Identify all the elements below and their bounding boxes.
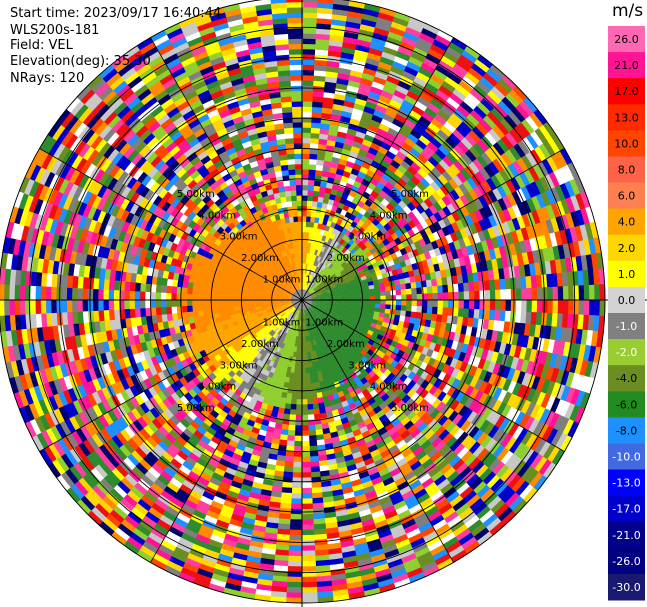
colorbar-swatch	[608, 78, 645, 105]
range-ring-label: 4.00km	[198, 210, 236, 221]
colorbar-swatch	[608, 573, 645, 601]
colorbar-label: -17.0	[612, 503, 640, 516]
range-ring-label: 3.00km	[220, 360, 258, 371]
colorbar-label: -26.0	[612, 555, 640, 568]
elevation-label: Elevation(deg): 35.30	[10, 54, 151, 69]
range-ring-label: 2.00km	[241, 339, 279, 350]
colorbar-swatch	[608, 286, 645, 314]
nrays-label: NRays: 120	[10, 71, 85, 86]
colorbar-label: 0.0	[618, 294, 636, 307]
colorbar-label: -10.0	[612, 451, 640, 464]
colorbar-swatch	[608, 469, 645, 497]
colorbar-swatch	[608, 156, 645, 184]
range-ring-label: 3.00km	[348, 360, 386, 371]
colorbar-swatch	[608, 391, 645, 418]
colorbar-swatch	[608, 495, 645, 523]
colorbar-swatch	[608, 365, 645, 392]
colorbar-label: 21.0	[614, 59, 639, 72]
range-ring-label: 2.00km	[241, 253, 279, 264]
colorbar-swatch	[608, 234, 645, 262]
range-ring	[119, 117, 485, 483]
ppi-gates	[0, 0, 606, 604]
colorbar-swatch	[608, 521, 645, 549]
range-ring	[271, 269, 333, 331]
range-rings: 1.00km 1.00km 1.00km 1.00km 2.00km 2.00km 2.00…	[0, 0, 606, 604]
colorbar-swatch	[608, 417, 645, 444]
range-ring-label: 1.00km	[305, 317, 343, 328]
range-ring	[150, 148, 454, 452]
colorbar-swatch	[608, 182, 645, 210]
range-ring-label: 3.00km	[348, 232, 386, 243]
colorbar-label: 13.0	[614, 111, 639, 124]
range-ring	[0, 0, 606, 604]
colorbar-unit: m/s	[612, 1, 644, 21]
range-ring-label: 4.00km	[370, 382, 408, 393]
colorbar-label: -13.0	[612, 477, 640, 490]
colorbar-label: 4.0	[618, 216, 636, 229]
range-ring-label: 1.00km	[305, 275, 343, 286]
colorbar-label: -6.0	[616, 398, 637, 411]
colorbar-swatch	[608, 443, 645, 471]
colorbar-label: 8.0	[618, 164, 636, 177]
range-ring-label: 5.00km	[391, 189, 429, 200]
colorbar-label: -4.0	[616, 372, 637, 385]
range-ring-label: 3.00km	[220, 232, 258, 243]
colorbar-label: 6.0	[618, 190, 636, 203]
colorbar-swatch	[608, 547, 645, 575]
colorbar-label: 2.0	[618, 242, 636, 255]
colorbar-swatch	[608, 52, 645, 79]
colorbar-swatch	[608, 339, 645, 366]
instrument-label: WLS200s-181	[10, 23, 100, 38]
colorbar-swatch	[608, 208, 645, 236]
colorbar-swatch	[608, 130, 645, 157]
range-ring-label: 5.00km	[177, 189, 215, 200]
range-ring	[180, 178, 424, 422]
colorbar-swatch	[608, 313, 645, 340]
range-ring-label: 5.00km	[177, 403, 215, 414]
colorbar-label: -30.0	[612, 581, 640, 594]
colorbar-label: 10.0	[614, 137, 639, 150]
colorbar-label: -21.0	[612, 529, 640, 542]
colorbar-label: 26.0	[614, 33, 639, 46]
range-ring-label: 2.00km	[327, 339, 365, 350]
range-ring-label: 5.00km	[391, 403, 429, 414]
colorbar-swatch	[608, 104, 645, 131]
colorbar-swatch	[608, 260, 645, 288]
range-ring-label: 2.00km	[327, 253, 365, 264]
colorbar-label: -8.0	[616, 424, 637, 437]
range-ring	[240, 238, 364, 362]
range-ring-label: 1.00km	[263, 275, 301, 286]
range-ring-label: 4.00km	[370, 210, 408, 221]
range-ring	[59, 57, 545, 543]
colorbar-swatch	[608, 26, 645, 53]
colorbar-label: -2.0	[616, 346, 637, 359]
colorbar-label: 1.0	[618, 268, 636, 281]
colorbar-label: -1.0	[616, 320, 637, 333]
range-ring	[28, 26, 576, 574]
colorbar-label: 17.0	[614, 85, 639, 98]
range-ring	[89, 87, 515, 513]
range-ring-label: 4.00km	[198, 382, 236, 393]
start-time-label: Start time: 2023/09/17 16:40:44	[10, 6, 222, 21]
range-ring-label: 1.00km	[263, 317, 301, 328]
range-ring	[210, 208, 394, 392]
field-label: Field: VEL	[10, 38, 73, 53]
